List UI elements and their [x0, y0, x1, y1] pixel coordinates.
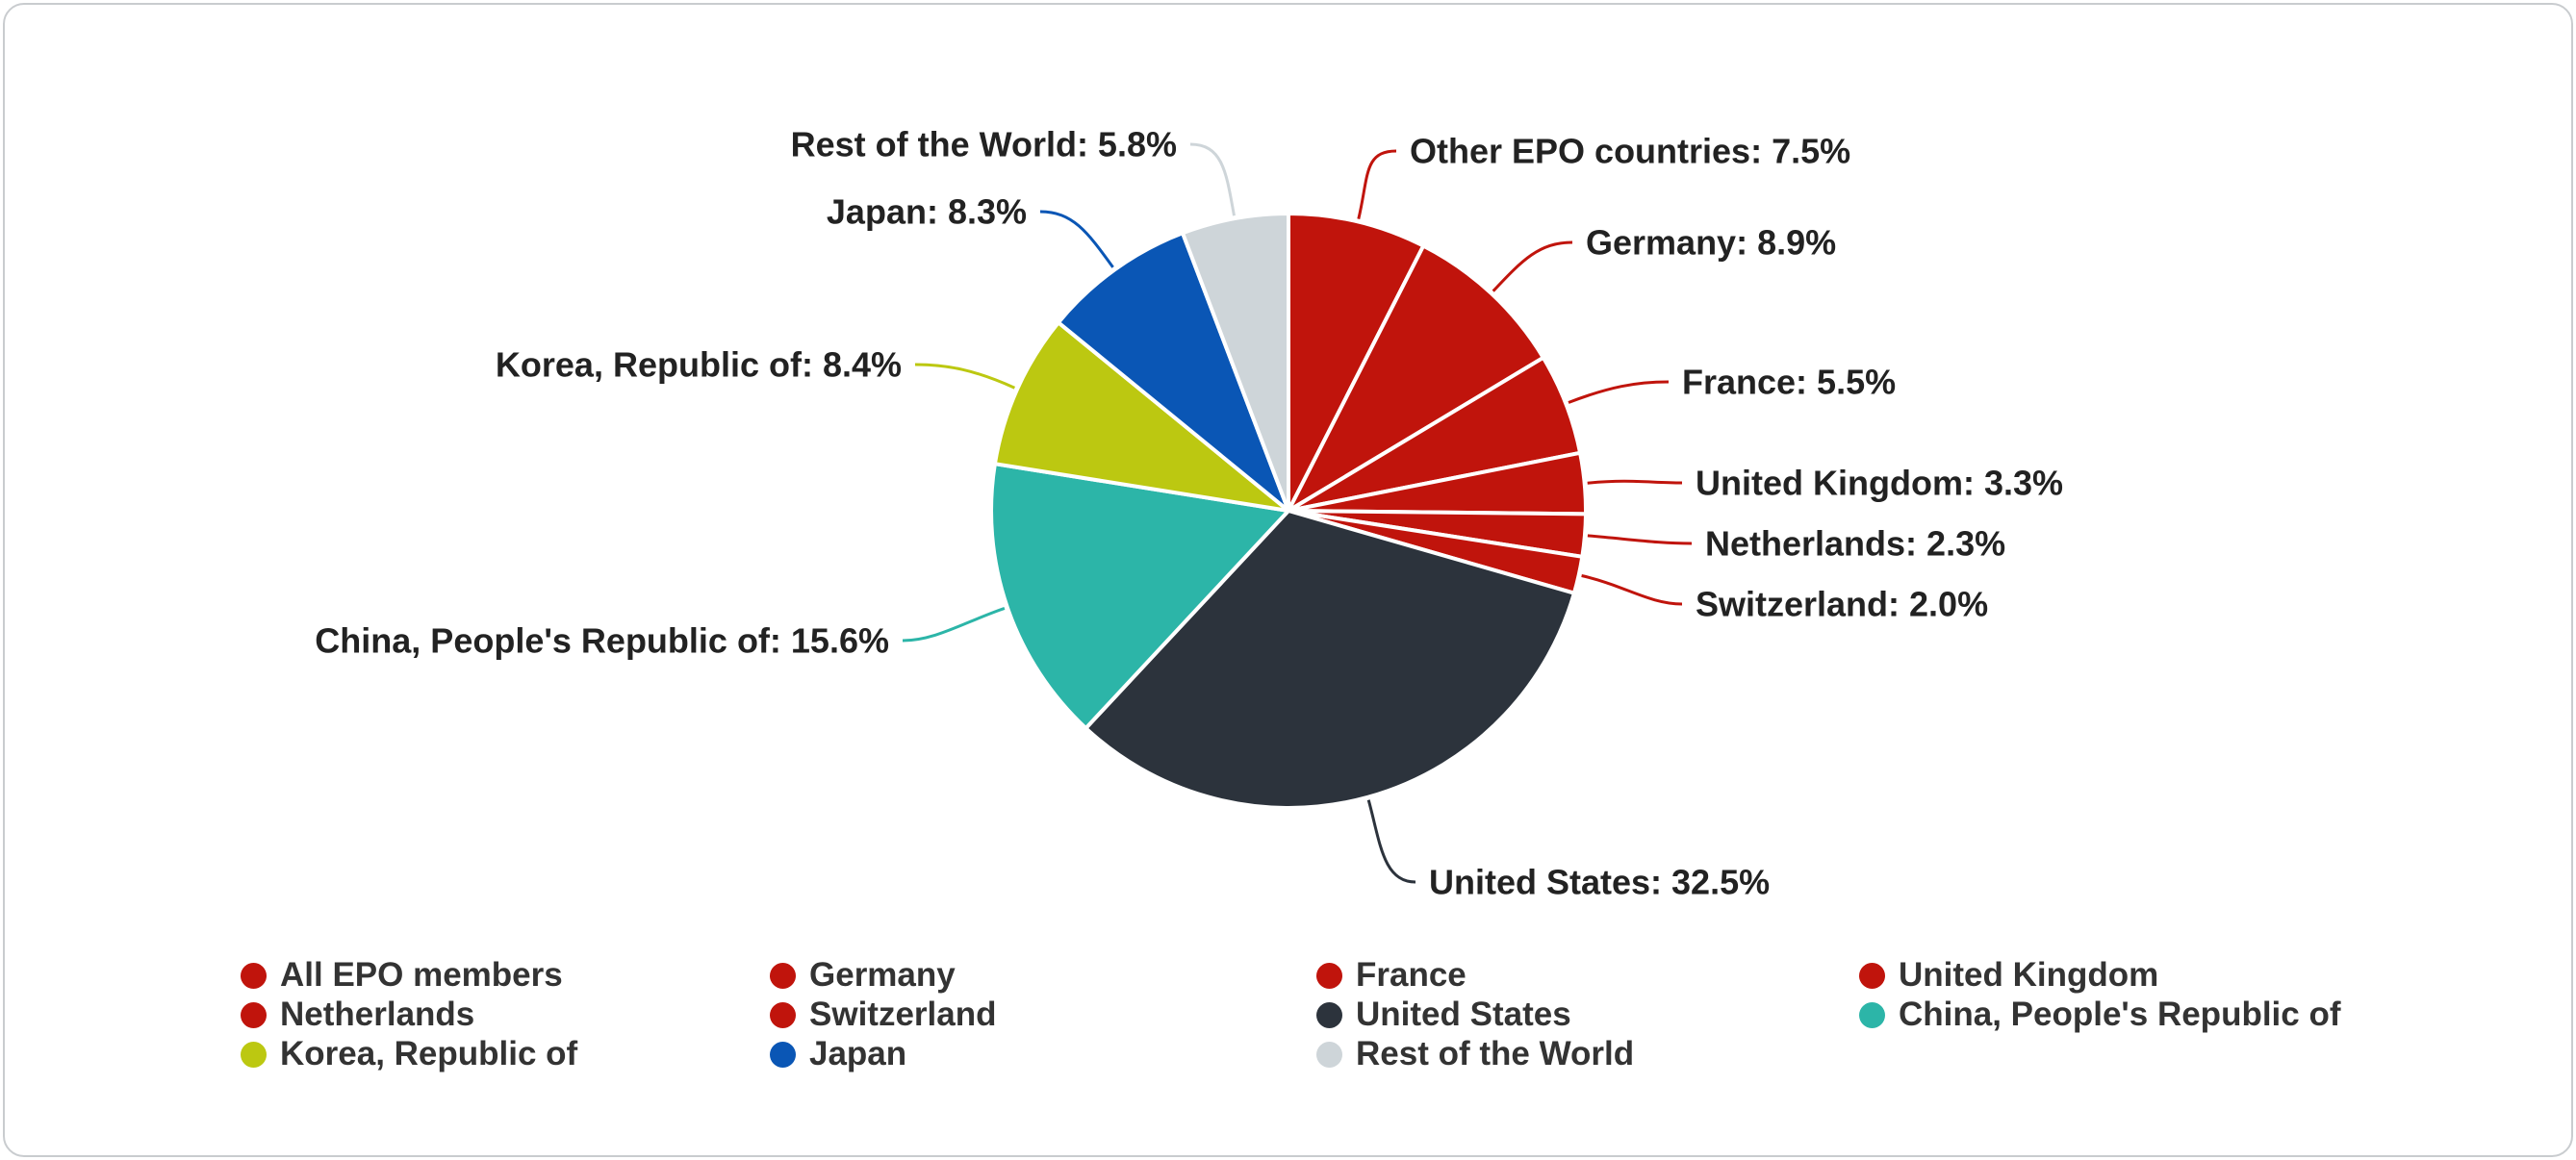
- label-connector-switzerland: [1581, 574, 1683, 606]
- legend-marker-icon: [1859, 1001, 1885, 1028]
- legend-marker-icon: [241, 1041, 267, 1068]
- legend-marker-icon: [770, 1001, 796, 1028]
- legend-item-all-epo-members[interactable]: All EPO members: [241, 956, 563, 995]
- pie-slice-united-states[interactable]: [1084, 509, 1576, 810]
- legend-item-label: Japan: [809, 1035, 907, 1072]
- label-connector-china-people-s-republic-of: [902, 606, 1006, 643]
- pie-slice-other-epo-countries[interactable]: [1287, 212, 1426, 513]
- legend-item-label: United States: [1356, 996, 1571, 1033]
- label-connector-rest-of-the-world: [1189, 142, 1236, 216]
- data-label-france: France: 5.5%: [1682, 363, 1896, 402]
- legend-item-netherlands[interactable]: Netherlands: [241, 996, 474, 1034]
- legend-item-label: All EPO members: [280, 956, 563, 994]
- pie-slice-china-people-s-republic-of[interactable]: [989, 462, 1290, 731]
- legend-item-label: Switzerland: [809, 996, 997, 1033]
- legend-item-rest-of-the-world[interactable]: Rest of the World: [1316, 1035, 1634, 1073]
- legend-item-label: Netherlands: [280, 996, 475, 1033]
- legend-item-label: Rest of the World: [1356, 1035, 1635, 1072]
- data-label-germany: Germany: 8.9%: [1586, 223, 1836, 263]
- label-connector-united-states: [1366, 799, 1416, 884]
- pie-slice-germany[interactable]: [1287, 243, 1545, 513]
- label-connector-korea-republic-of: [914, 363, 1016, 390]
- label-connector-japan: [1039, 210, 1114, 268]
- label-connector-france: [1568, 380, 1670, 404]
- data-label-rest-of-the-world: Rest of the World: 5.8%: [791, 125, 1177, 164]
- data-label-united-kingdom: United Kingdom: 3.3%: [1696, 464, 2063, 503]
- legend-item-switzerland[interactable]: Switzerland: [770, 996, 996, 1034]
- legend-marker-icon: [770, 962, 796, 989]
- data-label-japan: Japan: 8.3%: [827, 192, 1027, 232]
- legend-item-france[interactable]: France: [1316, 956, 1467, 995]
- data-label-korea-republic-of: Korea, Republic of: 8.4%: [496, 345, 902, 385]
- pie-slice-korea-republic-of[interactable]: [992, 320, 1290, 513]
- legend-marker-icon: [1316, 962, 1342, 989]
- legend-item-united-states[interactable]: United States: [1316, 996, 1571, 1034]
- pie-slice-japan[interactable]: [1056, 231, 1290, 513]
- legend-item-label: United Kingdom: [1899, 956, 2159, 994]
- legend-marker-icon: [770, 1041, 796, 1068]
- legend-marker-icon: [241, 1001, 267, 1028]
- legend-item-china-people-s-republic-of[interactable]: China, People's Republic of: [1859, 996, 2341, 1034]
- label-connector-united-kingdom: [1587, 479, 1683, 485]
- data-label-china-people-s-republic-of: China, People's Republic of: 15.6%: [315, 621, 889, 661]
- legend-marker-icon: [241, 962, 267, 989]
- data-label-switzerland: Switzerland: 2.0%: [1696, 585, 1988, 624]
- data-label-netherlands: Netherlands: 2.3%: [1705, 524, 2005, 564]
- data-label-other-epo-countries: Other EPO countries: 7.5%: [1410, 132, 1850, 171]
- legend-marker-icon: [1859, 962, 1885, 989]
- label-connector-other-epo-countries: [1357, 149, 1397, 219]
- legend-item-germany[interactable]: Germany: [770, 956, 956, 995]
- legend-item-label: Germany: [809, 956, 956, 994]
- legend-item-united-kingdom[interactable]: United Kingdom: [1859, 956, 2158, 995]
- legend-item-japan[interactable]: Japan: [770, 1035, 906, 1073]
- label-connector-netherlands: [1587, 534, 1693, 545]
- legend-item-label: France: [1356, 956, 1467, 994]
- data-label-united-states: United States: 32.5%: [1429, 863, 1770, 902]
- legend-marker-icon: [1316, 1041, 1342, 1068]
- legend-item-label: Korea, Republic of: [280, 1035, 578, 1072]
- label-connector-germany: [1492, 240, 1573, 292]
- legend-marker-icon: [1316, 1001, 1342, 1028]
- legend-item-korea-republic-of[interactable]: Korea, Republic of: [241, 1035, 577, 1073]
- pie-slice-rest-of-the-world[interactable]: [1181, 212, 1290, 513]
- legend-item-label: China, People's Republic of: [1899, 996, 2341, 1033]
